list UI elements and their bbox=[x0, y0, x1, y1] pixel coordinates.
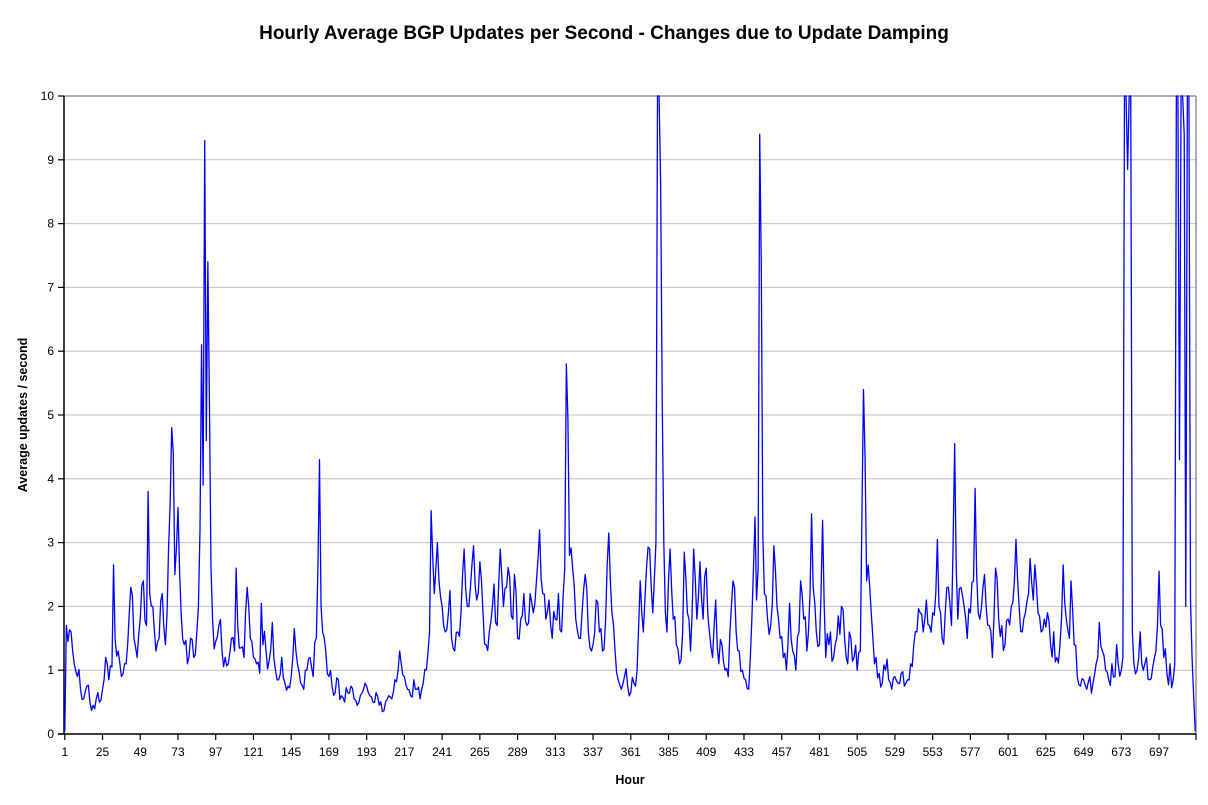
y-tick-label: 9 bbox=[47, 153, 54, 167]
x-tick-label: 217 bbox=[394, 745, 414, 759]
x-tick-label: 433 bbox=[734, 745, 754, 759]
x-tick-label: 49 bbox=[134, 745, 148, 759]
x-axis-title: Hour bbox=[615, 773, 644, 787]
x-tick-label: 169 bbox=[319, 745, 339, 759]
x-tick-label: 121 bbox=[243, 745, 263, 759]
y-tick-label: 6 bbox=[47, 344, 54, 358]
y-tick-label: 1 bbox=[47, 663, 54, 677]
x-tick-label: 409 bbox=[696, 745, 716, 759]
y-tick-label: 10 bbox=[41, 89, 55, 103]
x-tick-label: 265 bbox=[470, 745, 490, 759]
y-tick-label: 3 bbox=[47, 536, 54, 550]
x-tick-label: 577 bbox=[960, 745, 980, 759]
y-tick-label: 5 bbox=[47, 408, 54, 422]
y-tick-label: 7 bbox=[47, 280, 54, 294]
y-tick-label: 2 bbox=[47, 599, 54, 613]
x-tick-label: 313 bbox=[545, 745, 565, 759]
x-tick-label: 193 bbox=[357, 745, 377, 759]
x-tick-label: 73 bbox=[171, 745, 185, 759]
x-tick-label: 241 bbox=[432, 745, 452, 759]
y-tick-label: 8 bbox=[47, 217, 54, 231]
x-tick-label: 601 bbox=[998, 745, 1018, 759]
x-tick-label: 145 bbox=[281, 745, 301, 759]
x-tick-label: 385 bbox=[659, 745, 679, 759]
x-tick-label: 25 bbox=[96, 745, 110, 759]
x-tick-label: 673 bbox=[1111, 745, 1131, 759]
x-tick-label: 505 bbox=[847, 745, 867, 759]
x-tick-label: 697 bbox=[1149, 745, 1169, 759]
x-tick-label: 553 bbox=[923, 745, 943, 759]
y-tick-label: 4 bbox=[47, 472, 54, 486]
x-tick-label: 457 bbox=[772, 745, 792, 759]
x-tick-label: 529 bbox=[885, 745, 905, 759]
y-axis-title: Average updates / second bbox=[16, 338, 30, 492]
x-tick-label: 361 bbox=[621, 745, 641, 759]
y-tick-label: 0 bbox=[47, 727, 54, 741]
x-tick-label: 337 bbox=[583, 745, 603, 759]
x-tick-label: 481 bbox=[809, 745, 829, 759]
x-tick-label: 289 bbox=[508, 745, 528, 759]
x-tick-label: 1 bbox=[61, 745, 68, 759]
x-tick-label: 97 bbox=[209, 745, 223, 759]
x-tick-label: 625 bbox=[1036, 745, 1056, 759]
x-tick-label: 649 bbox=[1074, 745, 1094, 759]
series-line bbox=[64, 95, 1196, 732]
chart-title: Hourly Average BGP Updates per Second - … bbox=[259, 23, 949, 44]
